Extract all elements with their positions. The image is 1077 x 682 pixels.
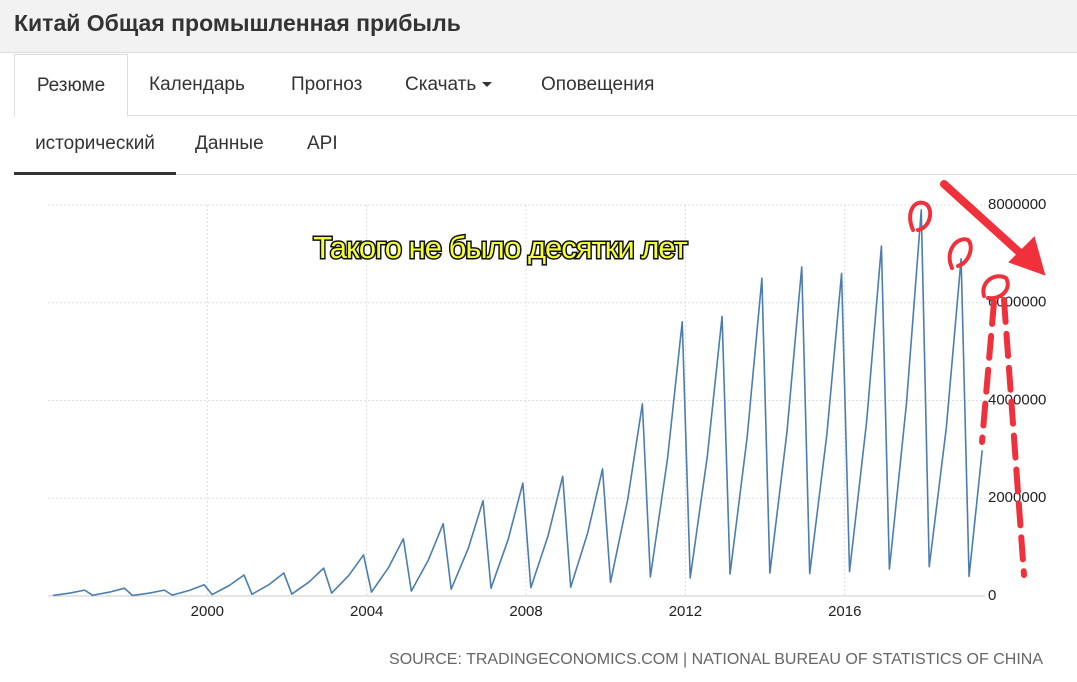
arrow-shaft (940, 180, 1034, 266)
dashed-line (979, 299, 997, 445)
data-line (52, 209, 984, 597)
x-tick-label: 2004 (350, 603, 383, 620)
y-tick-label: 0 (988, 587, 996, 604)
subtab[interactable]: Данные (195, 133, 264, 154)
page-title: Китай Общая промышленная прибыль (14, 10, 461, 36)
y-tick-label: 8000000 (988, 196, 1046, 213)
subtab-bar: исторический Данные API (14, 116, 1077, 175)
hand-drawing (908, 180, 1046, 578)
tab-dropdown[interactable]: Скачать (405, 54, 493, 115)
y-tick-label: 2000000 (988, 489, 1046, 506)
x-tick-label: 2008 (509, 603, 542, 620)
dashed-line (1001, 297, 1027, 578)
x-tick-label: 2016 (828, 603, 861, 620)
circle-mark (947, 237, 973, 270)
circle-mark (981, 274, 1010, 301)
tab[interactable]: Резюме (14, 54, 128, 117)
source: SOURCE: TRADINGECONOMICS.COM | NATIONAL … (389, 651, 1043, 668)
y-tick-label: 4000000 (988, 391, 1046, 408)
tab[interactable]: Прогноз (291, 74, 363, 95)
tab-bar: Резюме Календарь Прогноз Скачать Оповеще… (14, 54, 1077, 117)
x-tick-label: 2000 (191, 603, 224, 620)
annotation: Такого не было десятки лет (313, 230, 687, 265)
arrow-head (1008, 236, 1046, 276)
x-tick-label: 2012 (669, 603, 702, 620)
tab[interactable]: Календарь (149, 74, 245, 95)
title-bar: Китай Общая промышленная прибыль (0, 0, 1077, 53)
tab[interactable]: Оповещения (541, 74, 655, 95)
subtab[interactable]: исторический (14, 116, 176, 175)
circle-mark (908, 200, 933, 232)
tab-label: Скачать (405, 74, 477, 95)
subtab[interactable]: API (307, 133, 338, 154)
caret (482, 82, 493, 88)
